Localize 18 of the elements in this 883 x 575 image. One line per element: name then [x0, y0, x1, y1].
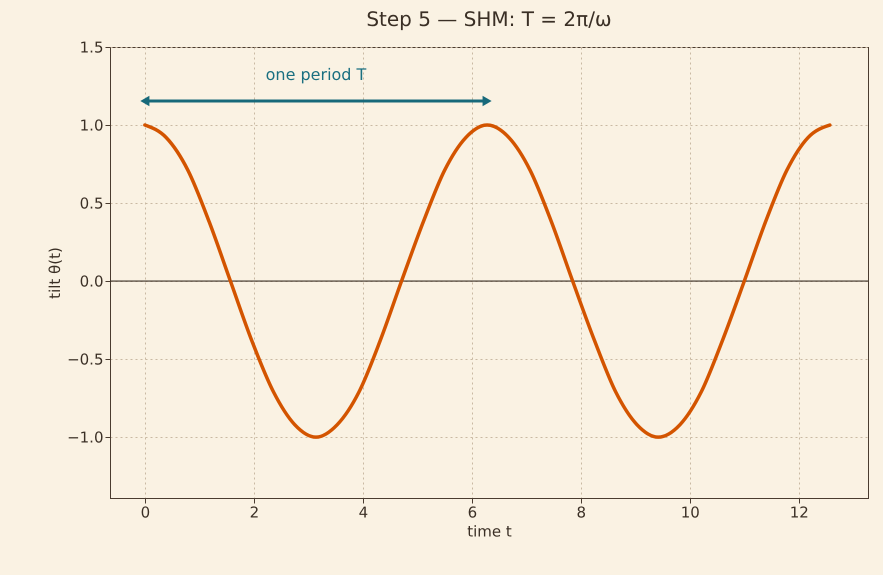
y-tick-label: −0.5 — [67, 350, 104, 369]
x-tick-label: 6 — [468, 504, 478, 522]
chart-title: Step 5 — SHM: T = 2π/ω — [366, 7, 612, 31]
y-tick-label: −1.0 — [67, 428, 104, 447]
x-tick-label: 8 — [576, 504, 586, 522]
x-tick-label: 12 — [790, 504, 809, 522]
x-tick-label: 10 — [680, 504, 700, 522]
y-axis-title: tilt θ(t) — [46, 247, 64, 299]
line-series — [143, 123, 832, 439]
y-tick-label: 1.5 — [80, 38, 104, 56]
x-tick-label: 2 — [250, 504, 260, 522]
x-tick-label: 0 — [140, 504, 150, 522]
y-tick-label: 0.0 — [80, 272, 104, 291]
y-tick-label: 0.5 — [80, 194, 104, 213]
x-axis-title: time t — [467, 522, 512, 540]
x-tick-label: 4 — [358, 504, 368, 522]
annotation: one period T — [266, 65, 367, 84]
y-tick-label: 1.0 — [80, 116, 104, 135]
